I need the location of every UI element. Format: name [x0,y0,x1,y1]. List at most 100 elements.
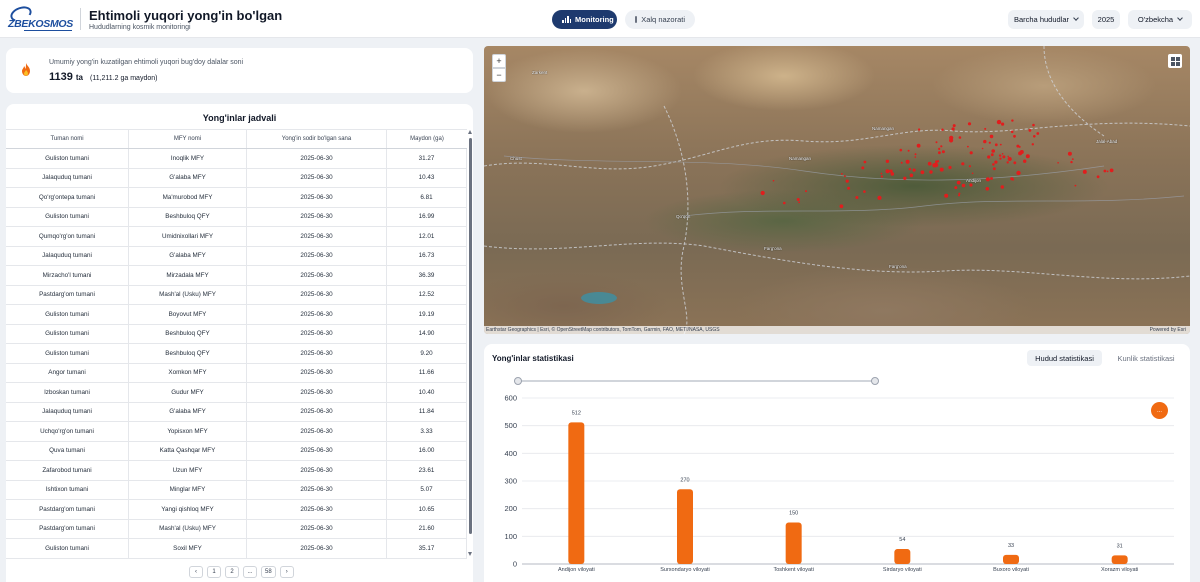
fire-point[interactable] [961,183,966,188]
fire-point[interactable] [938,151,941,155]
fire-point[interactable] [938,147,941,150]
fire-point[interactable] [1001,153,1004,155]
chart-menu-button[interactable]: ... [1151,402,1168,419]
region-select[interactable]: Barcha hududlar [1008,10,1084,29]
tab-region-statistics[interactable]: Hudud statistikasi [1027,350,1102,366]
fire-point[interactable] [890,172,895,176]
bar[interactable] [1111,555,1128,564]
fire-point[interactable] [1002,155,1006,159]
fire-point[interactable] [880,175,883,178]
table-row[interactable]: Qumqo'rg'on tumani Umidnixollari MFY 2025-… [6,227,467,247]
fire-point[interactable] [949,135,954,140]
pagination-page-button[interactable]: 2 [225,566,239,578]
fire-point[interactable] [1031,143,1034,146]
table-row[interactable]: Guliston tumani Beshbuloq QFY 2025-06-30 16… [6,207,467,227]
nav-monitoring-button[interactable]: Monitoring [552,10,617,29]
fire-point[interactable] [984,127,987,130]
map-powered-by[interactable]: Powered by Esri [1149,327,1186,333]
fire-point[interactable] [907,149,910,152]
table-row[interactable]: Jalaquduq tumani G'alaba MFY 2025-06-30 11.… [6,402,467,422]
pagination-next-button[interactable]: › [279,566,294,578]
fire-point[interactable] [935,160,938,163]
fire-point[interactable] [988,141,991,144]
map-attribution-text[interactable]: Earthstar Geographics | Esri, © OpenStre… [486,327,720,333]
range-slider-end-handle[interactable] [871,377,879,385]
fire-point[interactable] [920,170,925,175]
fire-point[interactable] [1016,170,1021,176]
fire-point[interactable] [805,190,807,193]
fire-point[interactable] [985,177,990,182]
pagination-page-button[interactable]: 1 [207,566,221,578]
fire-point[interactable] [967,122,972,126]
fire-point[interactable] [1001,122,1005,126]
fire-point[interactable] [1096,175,1100,179]
fire-point[interactable] [905,159,910,164]
fire-point[interactable] [941,128,944,131]
fire-point[interactable] [983,139,987,144]
fire-point[interactable] [1018,145,1021,148]
bar[interactable] [1003,554,1019,564]
fire-point[interactable] [908,167,911,171]
fire-point[interactable] [1067,151,1072,156]
range-slider-track[interactable] [518,380,875,382]
scroll-up-arrow-icon[interactable] [468,130,472,134]
fire-point[interactable] [952,124,956,128]
fire-point[interactable] [948,165,952,170]
table-row[interactable]: Pastdarg'om tumani Mash'al (Usku) MFY 2025… [6,519,467,539]
tab-daily-statistics[interactable]: Kunlik statistikasi [1117,353,1175,363]
fire-point[interactable] [1070,160,1073,164]
fire-point[interactable] [909,173,914,178]
fire-point[interactable] [1011,119,1014,122]
column-header-district[interactable]: Tuman nomi [6,130,129,148]
fire-point[interactable] [1082,169,1087,174]
fire-point[interactable] [941,150,945,154]
column-header-mfy[interactable]: MFY nomi [129,130,247,148]
fire-point[interactable] [989,134,994,139]
fire-point[interactable] [969,151,973,155]
table-row[interactable]: Angor tumani Xomkon MFY 2025-06-30 11.66 [6,363,467,383]
fire-point[interactable] [772,179,775,182]
bar[interactable] [785,522,802,565]
pagination-prev-button[interactable]: ‹ [189,566,203,578]
fire-point[interactable] [990,153,994,157]
fire-point[interactable] [956,180,961,185]
fire-point[interactable] [1010,130,1014,134]
column-header-date[interactable]: Yong'in sodir bo'lgan sana [247,130,387,148]
fire-point[interactable] [1074,184,1077,187]
table-row[interactable]: Pastdarg'om tumani Yangi qishloq MFY 2025-… [6,500,467,520]
table-row[interactable]: Jalaquduq tumani G'alaba MFY 2025-06-30 16.… [6,246,467,266]
fire-point[interactable] [969,183,973,187]
fire-point[interactable] [1006,161,1009,164]
table-row[interactable]: Guliston tumani Boyovut MFY 2025-06-30 19.1… [6,305,467,325]
fire-point[interactable] [958,192,961,195]
table-row[interactable]: Pastdarg'om tumani Mash'al (Usku) MFY 2025… [6,285,467,305]
fire-point[interactable] [994,160,998,164]
fire-point[interactable] [1071,158,1074,160]
table-row[interactable]: Quva tumani Katta Qashqar MFY 2025-06-30 16… [6,441,467,461]
fire-point[interactable] [1012,178,1015,181]
fire-point[interactable] [958,136,962,139]
year-select[interactable]: 2025 [1092,10,1120,29]
table-row[interactable]: Jalaquduq tumani G'alaba MFY 2025-06-30 10.… [6,168,467,188]
bar[interactable] [568,422,585,564]
fire-point[interactable] [1109,168,1114,173]
fire-point[interactable] [798,201,800,204]
fire-point[interactable] [847,186,851,190]
fire-point[interactable] [880,172,883,175]
fire-point[interactable] [999,157,1002,160]
fire-point[interactable] [1033,135,1036,138]
fire-point[interactable] [987,155,991,159]
fire-point[interactable] [914,156,917,158]
pagination-page-button[interactable]: 58 [261,566,276,578]
fire-point[interactable] [994,143,998,147]
fire-point[interactable] [845,179,849,183]
fire-point[interactable] [1007,155,1009,158]
bar[interactable] [677,489,693,564]
fire-point[interactable] [1103,169,1107,173]
fire-point[interactable] [951,127,955,131]
fire-point[interactable] [954,186,958,190]
table-row[interactable]: Izboskan tumani Gudur MFY 2025-06-30 10.40 [6,383,467,403]
fire-point[interactable] [935,141,938,144]
fire-point[interactable] [841,173,843,175]
fire-point[interactable] [971,172,974,175]
